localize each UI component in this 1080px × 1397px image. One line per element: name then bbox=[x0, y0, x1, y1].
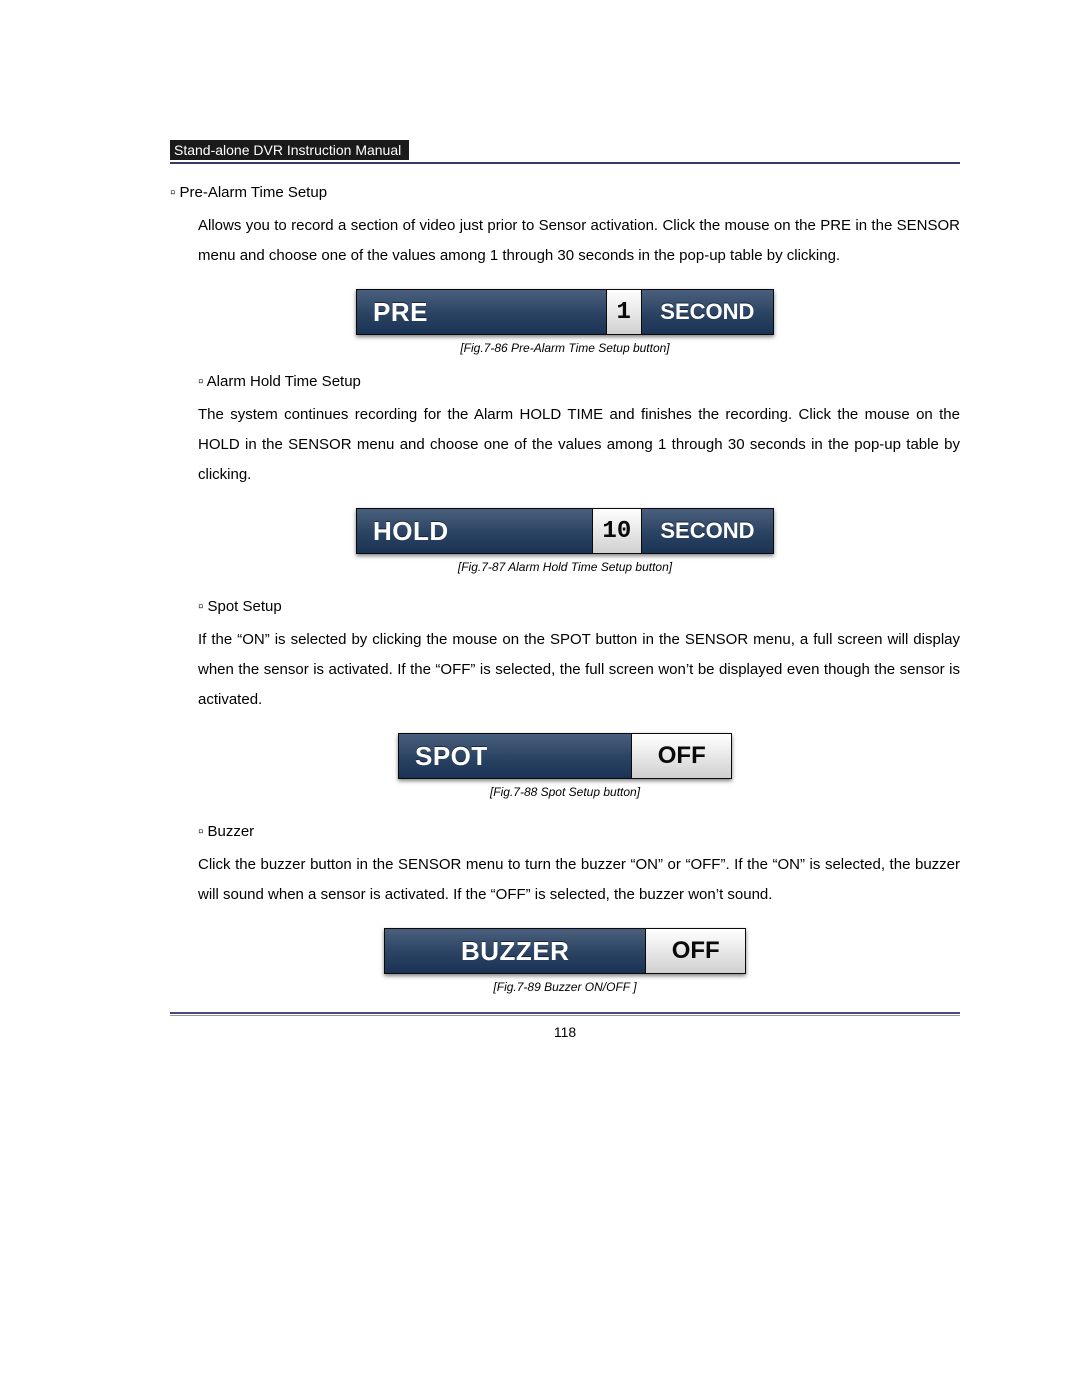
hold-label: HOLD bbox=[357, 509, 451, 553]
hold-button-bar[interactable]: HOLD 10 SECOND bbox=[356, 508, 774, 554]
body-spot: If the “ON” is selected by clicking the … bbox=[170, 625, 960, 715]
page-container: Stand-alone DVR Instruction Manual ▫ Pre… bbox=[0, 0, 1080, 1080]
spot-label: SPOT bbox=[399, 734, 631, 778]
caption-hold: [Fig.7-87 Alarm Hold Time Setup button] bbox=[170, 560, 960, 574]
buzzer-value[interactable]: OFF bbox=[645, 929, 745, 973]
pre-unit: SECOND bbox=[642, 290, 773, 334]
section-title-prealarm: ▫ Pre-Alarm Time Setup bbox=[170, 184, 960, 201]
spot-button-bar[interactable]: SPOT OFF bbox=[398, 733, 732, 779]
body-prealarm: Allows you to record a section of video … bbox=[170, 211, 960, 271]
page-header: Stand-alone DVR Instruction Manual bbox=[170, 140, 960, 164]
spot-value[interactable]: OFF bbox=[631, 734, 731, 778]
section-title-spot: ▫ Spot Setup bbox=[170, 598, 960, 615]
pre-value[interactable]: 1 bbox=[606, 290, 642, 334]
figure-spot: SPOT OFF bbox=[170, 733, 960, 779]
hold-spacer bbox=[451, 509, 592, 553]
caption-buzzer: [Fig.7-89 Buzzer ON/OFF ] bbox=[170, 980, 960, 994]
header-title: Stand-alone DVR Instruction Manual bbox=[170, 140, 409, 160]
pre-spacer bbox=[427, 290, 606, 334]
pre-button-bar[interactable]: PRE 1 SECOND bbox=[356, 289, 774, 335]
figure-hold: HOLD 10 SECOND bbox=[170, 508, 960, 554]
hold-value[interactable]: 10 bbox=[592, 509, 642, 553]
figure-pre: PRE 1 SECOND bbox=[170, 289, 960, 335]
figure-buzzer: BUZZER OFF bbox=[170, 928, 960, 974]
section-title-buzzer: ▫ Buzzer bbox=[170, 823, 960, 840]
buzzer-button-bar[interactable]: BUZZER OFF bbox=[384, 928, 746, 974]
buzzer-label: BUZZER bbox=[385, 929, 645, 973]
body-buzzer: Click the buzzer button in the SENSOR me… bbox=[170, 850, 960, 910]
body-hold: The system continues recording for the A… bbox=[170, 400, 960, 490]
caption-pre: [Fig.7-86 Pre-Alarm Time Setup button] bbox=[170, 341, 960, 355]
pre-label: PRE bbox=[357, 290, 427, 334]
page-number: 118 bbox=[170, 1016, 960, 1040]
caption-spot: [Fig.7-88 Spot Setup button] bbox=[170, 785, 960, 799]
hold-unit: SECOND bbox=[642, 509, 773, 553]
section-title-hold: ▫ Alarm Hold Time Setup bbox=[170, 373, 960, 390]
